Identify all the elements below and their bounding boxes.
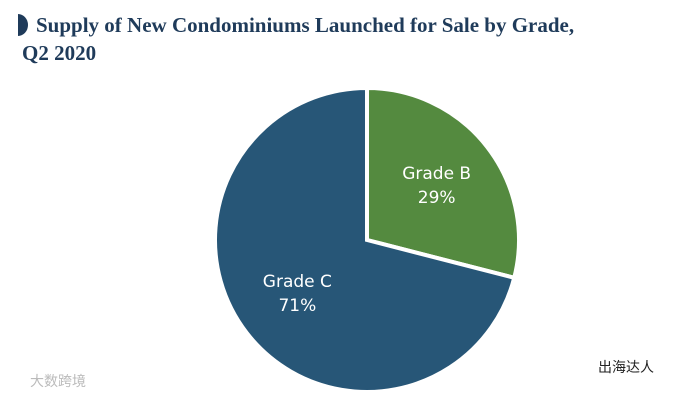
slice-label: Grade B [402,164,471,184]
pie: Grade B 29% Grade C 71% [213,85,521,394]
pie-slice [213,85,517,394]
watermark: 出海达人 [598,360,654,376]
chart-subtitle: Q2 2020 [22,41,96,65]
pie-slice [365,85,521,281]
value-label: 71% [278,296,316,316]
value-label: 29% [418,188,456,208]
slice-label: Grade C [263,272,332,292]
watermark: 大数跨境 [30,374,86,390]
title-icon [18,14,28,36]
chart-title: Supply of New Condominiums Launched for … [36,13,574,37]
